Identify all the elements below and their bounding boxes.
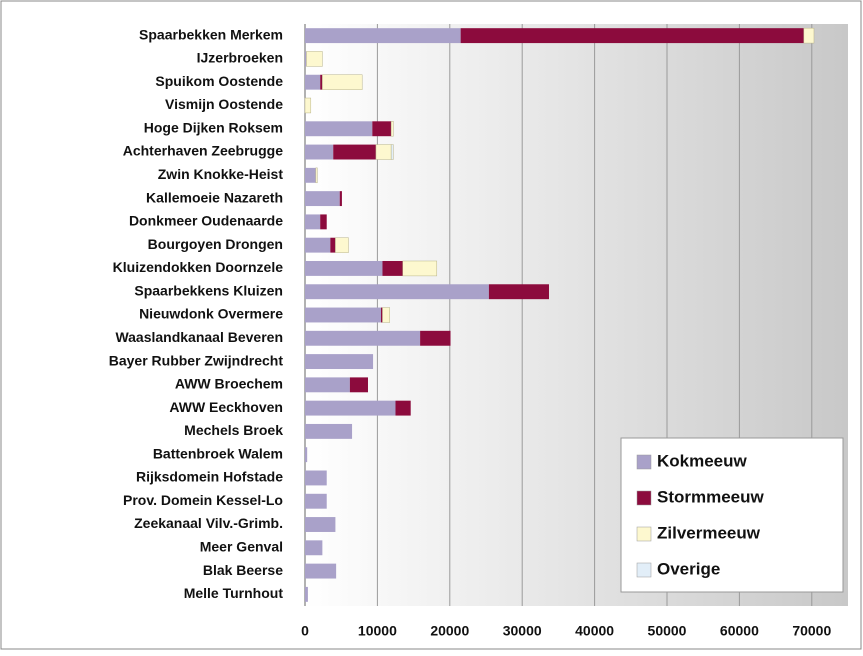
x-tick-label: 20000 [430, 623, 469, 639]
bar-segment [305, 284, 489, 300]
legend-swatch [636, 454, 652, 470]
bar-segment [320, 214, 327, 230]
bar-segment [305, 493, 327, 509]
y-tick-label: Kallemoeie Nazareth [146, 189, 283, 205]
y-tick-label: Waaslandkanaal Beveren [115, 329, 283, 345]
y-tick-label: Zeekanaal Vilv.-Grimb. [134, 515, 283, 531]
bar-segment [305, 540, 323, 556]
y-tick-label: Melle Turnhout [184, 585, 284, 601]
x-tick-label: 40000 [575, 623, 614, 639]
y-tick-label: Spaarbekken Merkem [139, 26, 283, 42]
bar-segment [305, 517, 336, 532]
bar-segment [375, 144, 392, 160]
bar-segment [322, 74, 363, 90]
bar-segment [339, 191, 342, 207]
y-tick-label: Spaarbekkens Kluizen [134, 282, 283, 298]
bar-segment [306, 51, 323, 67]
bar-segment [381, 307, 383, 323]
bar-segment [335, 237, 349, 253]
bar-segment [382, 260, 403, 276]
y-tick-label: Hoge Dijken Roksem [144, 119, 283, 135]
y-tick-label: Bourgoyen Drongen [148, 236, 283, 252]
y-tick-label: Spuikom Oostende [155, 73, 283, 89]
y-tick-label: AWW Eeckhoven [169, 399, 283, 415]
y-tick-label: Rijksdomein Hofstade [136, 469, 283, 485]
bar-segment [390, 121, 394, 137]
bar-segment [402, 260, 438, 277]
bar-segment [305, 330, 421, 346]
legend-label: Zilvermeeuw [657, 523, 761, 542]
x-tick-label: 60000 [720, 623, 759, 639]
x-tick-label: 50000 [648, 623, 687, 639]
bar-segment [333, 144, 376, 160]
bar-segment [305, 586, 308, 602]
y-tick-label: Donkmeer Oudenaarde [129, 213, 283, 229]
y-tick-label: Meer Genval [200, 539, 283, 555]
bar-segment [372, 121, 392, 137]
bar-segment [305, 400, 396, 416]
bar-segment [305, 423, 353, 439]
y-tick-label: Kluizendokken Doornzele [113, 259, 284, 275]
bar-segment [395, 400, 411, 416]
bar-segment [803, 27, 815, 44]
legend-swatch [636, 562, 652, 578]
bar-segment [420, 330, 451, 346]
bar-segment [488, 284, 549, 300]
legend-label: Stormmeeuw [657, 487, 765, 506]
bar-segment [305, 191, 340, 207]
bar-segment [304, 97, 312, 114]
bar-segment [305, 51, 307, 67]
y-tick-label: Nieuwdonk Overmere [139, 306, 283, 322]
y-tick-label: Achterhaven Zeebrugge [123, 143, 283, 159]
legend-box [620, 437, 844, 593]
bar-segment [320, 74, 323, 90]
bar-segment [305, 307, 382, 323]
bar-segment [305, 470, 327, 486]
y-tick-label: Zwin Knokke-Heist [158, 166, 284, 182]
bar-segment [305, 260, 383, 276]
bar-segment [330, 237, 336, 253]
x-tick-label: 70000 [792, 623, 831, 639]
bar-segment [305, 214, 321, 230]
bar-segment [305, 377, 350, 393]
legend-label: Kokmeeuw [657, 451, 748, 470]
bar-segment [305, 237, 331, 253]
bar-segment [305, 354, 374, 370]
bar-segment [305, 167, 316, 183]
y-tick-label: Battenbroek Walem [153, 445, 283, 461]
bar-segment [305, 144, 334, 160]
bar-segment [315, 167, 318, 184]
y-tick-label: IJzerbroeken [197, 50, 283, 66]
legend-label: Overige [657, 559, 720, 578]
y-tick-label: Prov. Domein Kessel-Lo [123, 492, 283, 508]
bar-segment [305, 121, 373, 137]
bar-segment [390, 144, 394, 160]
x-tick-label: 0 [301, 623, 309, 639]
bar-segment [305, 563, 337, 579]
bar-segment [460, 28, 804, 44]
y-tick-label: AWW Broechem [175, 376, 283, 392]
bar-segment [382, 307, 390, 323]
legend-swatch [636, 490, 652, 506]
x-tick-label: 10000 [358, 623, 397, 639]
y-tick-label: Blak Beerse [203, 562, 283, 578]
y-tick-label: Bayer Rubber Zwijndrecht [109, 352, 284, 368]
x-tick-label: 30000 [503, 623, 542, 639]
bar-segment [349, 377, 368, 393]
y-tick-label: Vismijn Oostende [165, 96, 283, 112]
y-tick-label: Mechels Broek [184, 422, 283, 438]
legend-swatch [636, 526, 652, 542]
bar-segment [305, 447, 308, 463]
bar-segment [305, 28, 461, 44]
bar-segment [305, 74, 321, 90]
